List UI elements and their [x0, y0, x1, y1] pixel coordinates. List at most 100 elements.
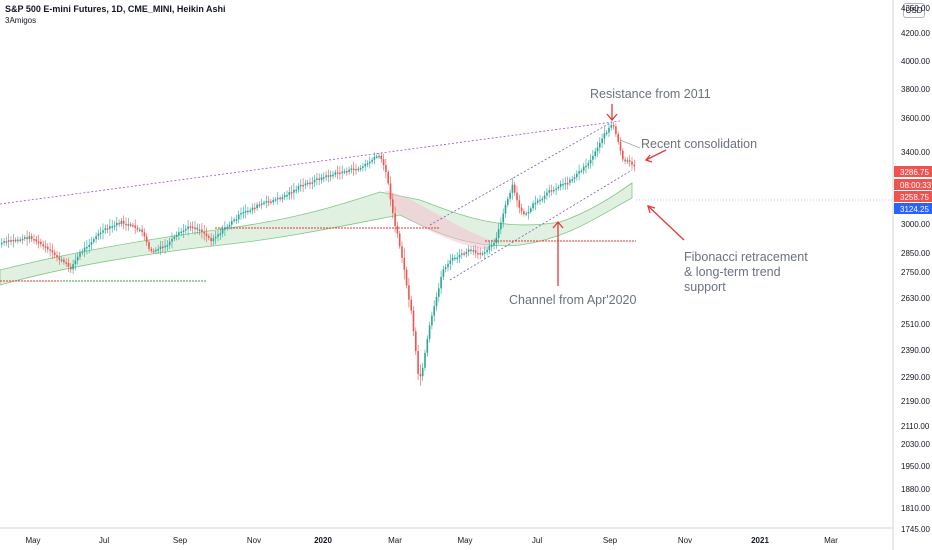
candle-body	[125, 223, 127, 226]
candle-body	[279, 197, 281, 200]
candle-body	[136, 227, 139, 230]
candle-body	[19, 239, 21, 242]
candle-body	[297, 186, 300, 190]
candle-body	[580, 170, 583, 173]
candle-body	[474, 250, 477, 253]
candle-body	[320, 177, 323, 181]
candle-body	[385, 165, 387, 172]
candle-body	[605, 132, 608, 135]
candle-body	[99, 232, 102, 235]
candle-body	[536, 200, 539, 203]
candle-body	[148, 242, 150, 249]
candle-body	[300, 184, 302, 187]
candle-body	[44, 246, 47, 248]
candle-body	[488, 245, 491, 250]
candle-body	[449, 260, 452, 264]
price-axis-label: 1880.00	[901, 485, 930, 494]
candle-body	[189, 226, 192, 228]
time-axis[interactable]: May Jul Sep Nov 2020 Mar May Jul Sep Nov 2021 Mar	[25, 536, 838, 545]
candle-body	[311, 182, 314, 184]
candle-body	[122, 220, 125, 224]
candle-body	[401, 246, 403, 258]
symbol-title[interactable]: S&P 500 E-mini Futures, 1D, CME_MINI, He…	[5, 4, 226, 14]
candle-body	[12, 239, 15, 242]
candle-body	[444, 267, 447, 270]
candle-body	[550, 190, 553, 192]
candle-body	[520, 207, 523, 212]
time-axis-label: 2021	[751, 536, 769, 545]
currency-button[interactable]: USD	[903, 3, 925, 18]
candle-body	[221, 229, 224, 234]
candle-body	[513, 184, 516, 193]
candle-body	[33, 239, 35, 241]
candle-body	[65, 262, 67, 264]
time-axis-label: Sep	[603, 536, 618, 545]
candle-body	[454, 257, 456, 260]
arrow-consolidation-icon	[644, 149, 667, 163]
candle-body	[562, 183, 564, 186]
price-tag-box	[894, 166, 932, 177]
candle-body	[456, 257, 458, 260]
candle-body	[615, 126, 617, 135]
candle-body	[63, 259, 65, 263]
time-axis-label: Mar	[824, 536, 838, 545]
candle-body	[553, 189, 555, 192]
candle-body	[95, 236, 97, 240]
price-axis-label: 2290.00	[901, 373, 930, 382]
candle-body	[24, 237, 26, 239]
candle-body	[70, 266, 72, 270]
price-axis-label: 2030.00	[901, 440, 930, 449]
candle-body	[343, 171, 346, 173]
price-tag-box	[894, 203, 932, 214]
candle-body	[228, 224, 231, 227]
candle-body	[21, 238, 24, 241]
candle-body	[47, 246, 49, 250]
price-tag-box	[894, 191, 932, 202]
candle-body	[619, 141, 622, 151]
candle-body	[116, 222, 118, 226]
candle-body	[90, 242, 93, 245]
candle-body	[366, 163, 369, 165]
candle-body	[500, 222, 502, 230]
indicator-label[interactable]: 3Amigos	[5, 16, 37, 25]
candle-body	[352, 168, 355, 171]
candle-body	[472, 250, 475, 252]
candle-body	[270, 201, 272, 204]
candle-body	[350, 168, 353, 171]
candle-body	[164, 245, 166, 248]
candle-body	[173, 236, 176, 239]
candle-body	[371, 159, 373, 162]
candle-body	[281, 197, 284, 200]
candle-body	[624, 159, 626, 162]
candle-body	[601, 138, 603, 144]
price-axis-label: 3800.00	[901, 85, 930, 94]
candle-body	[587, 163, 590, 166]
time-axis-label: Nov	[678, 536, 692, 545]
candle-body	[127, 224, 130, 226]
candle-body	[428, 325, 431, 339]
time-axis-label: Nov	[247, 536, 261, 545]
candle-body	[481, 253, 484, 255]
candle-body	[373, 156, 376, 160]
annotation-fib-3: support	[684, 280, 726, 294]
candle-body	[408, 285, 410, 300]
time-axis-label: May	[457, 536, 472, 545]
candle-body	[240, 212, 242, 215]
candle-body	[479, 252, 481, 255]
candle-body	[274, 199, 277, 201]
candle-body	[410, 299, 412, 311]
candle-body	[431, 315, 433, 326]
price-axis[interactable]: 4350.00 4200.00 4000.00 3800.00 3600.00 3400.…	[901, 4, 930, 534]
candle-body	[5, 241, 8, 243]
candle-body	[155, 249, 157, 252]
candle-body	[389, 183, 392, 200]
price-axis-label: 1745.00	[901, 525, 930, 534]
price-axis-label: 3400.00	[901, 148, 930, 157]
time-axis-label: Jul	[532, 536, 542, 545]
candle-body	[233, 219, 235, 222]
candle-body	[272, 199, 274, 203]
candle-body	[306, 182, 309, 185]
candle-body	[286, 194, 288, 197]
